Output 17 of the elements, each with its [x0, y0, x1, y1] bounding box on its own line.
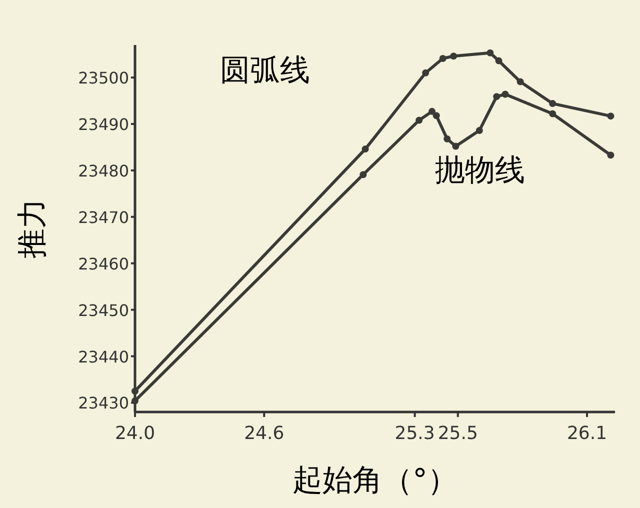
series-label: 抛物线: [435, 153, 525, 188]
y-tick-label: 23480: [78, 161, 129, 180]
y-tick-label: 23470: [78, 208, 129, 227]
y-tick-label: 23500: [78, 68, 129, 88]
y-tick-label: 23440: [78, 347, 129, 366]
x-tick-label: 25.5: [438, 423, 478, 444]
y-tick-label: 23460: [78, 254, 129, 274]
y-tick-label: 23490: [78, 114, 129, 134]
x-tick-label: 24.0: [114, 423, 156, 444]
text: 圆弧线: [220, 53, 310, 88]
x-axis-title: 起始角（°）: [292, 463, 458, 498]
y-tick-label: 23430: [78, 394, 129, 413]
x-tick-label: 24.6: [244, 423, 284, 444]
y-tick-label: 23450: [78, 300, 129, 320]
x-tick-label: 26.1: [566, 423, 608, 444]
x-tick-label: 25.3: [394, 423, 435, 444]
y-axis-title: 推力: [15, 198, 50, 258]
